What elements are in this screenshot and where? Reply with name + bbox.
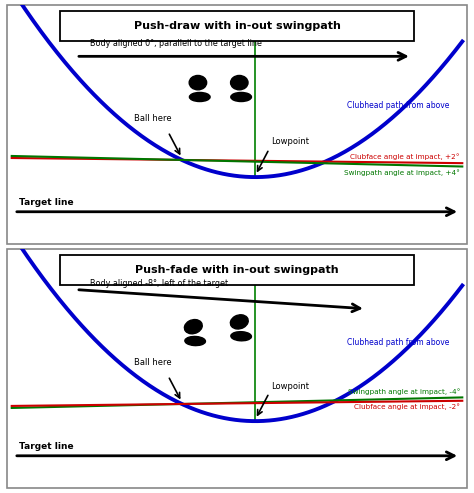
Ellipse shape (185, 336, 205, 346)
Text: Target line: Target line (18, 199, 73, 208)
FancyBboxPatch shape (60, 255, 414, 285)
Ellipse shape (231, 93, 252, 102)
Text: Clubface angle at impact, +2°: Clubface angle at impact, +2° (350, 153, 460, 160)
Text: Target line: Target line (18, 443, 73, 452)
Text: Lowpoint: Lowpoint (272, 138, 310, 146)
Text: Push-fade with in-out swingpath: Push-fade with in-out swingpath (135, 265, 339, 275)
Ellipse shape (230, 75, 248, 90)
Text: Ball here: Ball here (134, 358, 171, 367)
Text: Clubhead path from above: Clubhead path from above (347, 338, 449, 347)
Text: Body aligned -8°, left of the target: Body aligned -8°, left of the target (90, 280, 228, 288)
Ellipse shape (189, 75, 207, 90)
Ellipse shape (231, 332, 251, 341)
Text: Swingpath angle at impact, +4°: Swingpath angle at impact, +4° (344, 170, 460, 176)
FancyBboxPatch shape (60, 11, 414, 41)
Text: Clubhead path from above: Clubhead path from above (347, 101, 449, 110)
Text: Lowpoint: Lowpoint (272, 382, 310, 390)
Ellipse shape (190, 93, 210, 102)
Text: Body aligned 0°, parallell to the target line: Body aligned 0°, parallell to the target… (90, 39, 262, 48)
Ellipse shape (230, 315, 248, 329)
Text: Push-draw with in-out swingpath: Push-draw with in-out swingpath (134, 21, 340, 31)
Ellipse shape (184, 319, 202, 334)
Text: Clubface angle at impact, -2°: Clubface angle at impact, -2° (354, 404, 460, 410)
Text: Swingpath angle at impact, -4°: Swingpath angle at impact, -4° (347, 388, 460, 394)
Text: Ball here: Ball here (134, 114, 171, 123)
